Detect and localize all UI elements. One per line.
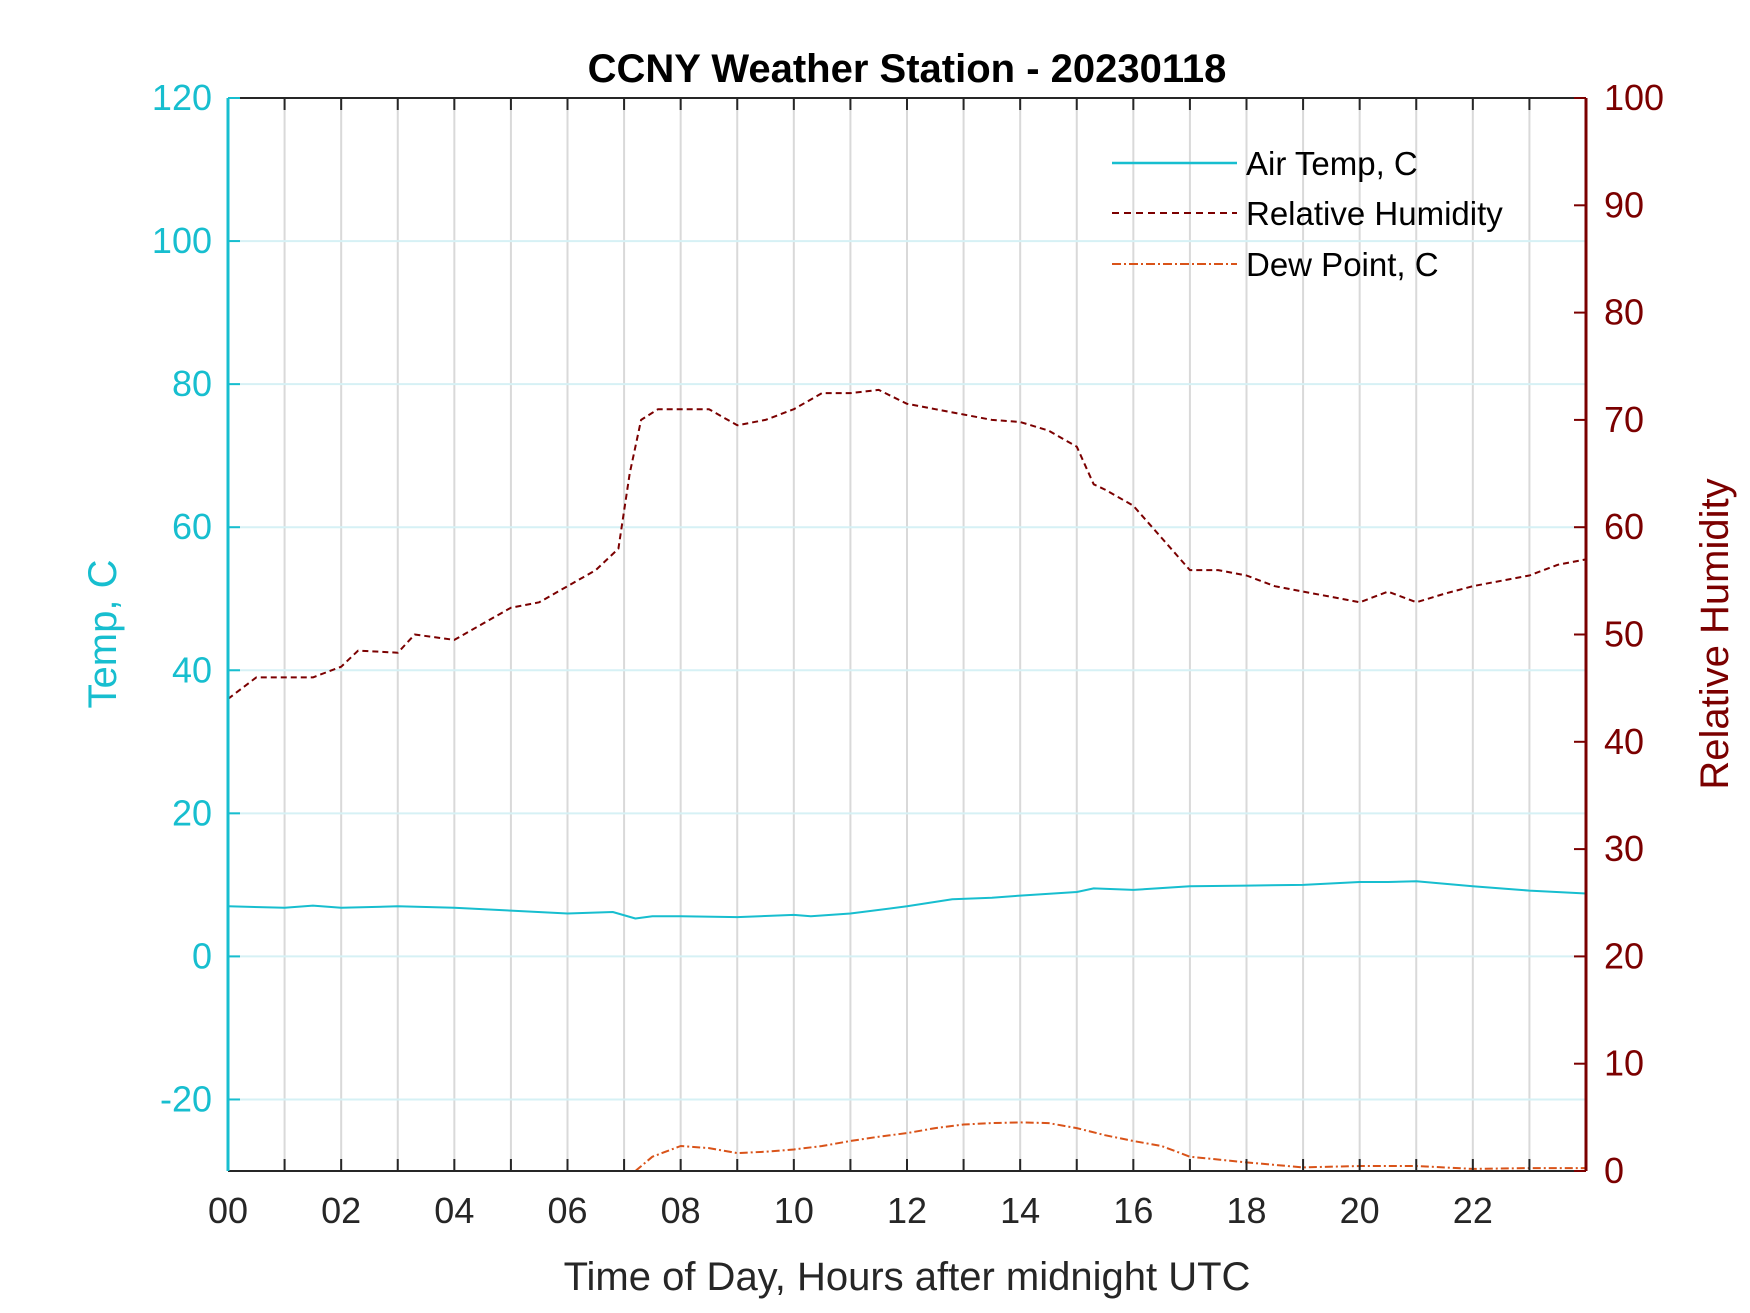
y-right-tick-label-0: 0	[1604, 1150, 1624, 1191]
x-tick-label-04: 04	[434, 1190, 474, 1231]
x-tick-label-06: 06	[547, 1190, 587, 1231]
legend-label-air-temp: Air Temp, C	[1246, 145, 1418, 182]
x-tick-label-16: 16	[1113, 1190, 1153, 1231]
legend: Air Temp, C Relative Humidity Dew Point,…	[1112, 145, 1503, 283]
y-left-tick-label-20: 20	[172, 792, 212, 833]
series-line-air-temp-c	[227, 880, 1587, 920]
legend-label-relative-humidity: Relative Humidity	[1246, 195, 1503, 232]
y-right-tick-label-30: 30	[1604, 828, 1644, 869]
x-tick-label-02: 02	[321, 1190, 361, 1231]
series-line-dew-point-c	[634, 1121, 1586, 1172]
y-left-tick-label-100: 100	[152, 220, 212, 261]
y-right-tick-label-90: 90	[1604, 184, 1644, 225]
y-left-tick-label-40: 40	[172, 649, 212, 690]
legend-label-dew-point: Dew Point, C	[1246, 246, 1439, 283]
y-left-tick-label-60: 60	[172, 506, 212, 547]
x-tick-label-08: 08	[661, 1190, 701, 1231]
y-right-tick-label-20: 20	[1604, 935, 1644, 976]
y-right-tick-label-40: 40	[1604, 721, 1644, 762]
x-axis-label: Time of Day, Hours after midnight UTC	[564, 1255, 1251, 1299]
series-group	[227, 388, 1587, 1172]
y-right-tick-label-50: 50	[1604, 614, 1644, 655]
y-right-tick-label-80: 80	[1604, 292, 1644, 333]
x-tick-label-22: 22	[1453, 1190, 1493, 1231]
y-axis-label-right: Relative Humidity	[1693, 478, 1737, 789]
ticks: 00 02 04 06 08 10 12 14 16 18 20 22-200204060801001…	[152, 77, 1664, 1231]
x-tick-label-12: 12	[887, 1190, 927, 1231]
x-tick-label-10: 10	[774, 1190, 814, 1231]
x-tick-label-00: 00	[208, 1190, 248, 1231]
x-tick-label-14: 14	[1000, 1190, 1040, 1231]
y-left-tick-label-80: 80	[172, 363, 212, 404]
x-tick-label-18: 18	[1226, 1190, 1266, 1231]
y-axis-label-left: Temp, C	[81, 560, 125, 709]
y-right-tick-label-10: 10	[1604, 1043, 1644, 1084]
chart-title: CCNY Weather Station - 20230118	[588, 47, 1227, 91]
grid	[228, 98, 1586, 1171]
y-left-tick-label--20: -20	[160, 1078, 212, 1119]
series-line-relative-humidity	[227, 388, 1587, 700]
y-left-tick-label-0: 0	[192, 935, 212, 976]
y-left-tick-label-120: 120	[152, 77, 212, 118]
x-tick-label-20: 20	[1340, 1190, 1380, 1231]
y-right-tick-label-60: 60	[1604, 506, 1644, 547]
y-right-tick-label-70: 70	[1604, 399, 1644, 440]
y-right-tick-label-100: 100	[1604, 77, 1664, 118]
